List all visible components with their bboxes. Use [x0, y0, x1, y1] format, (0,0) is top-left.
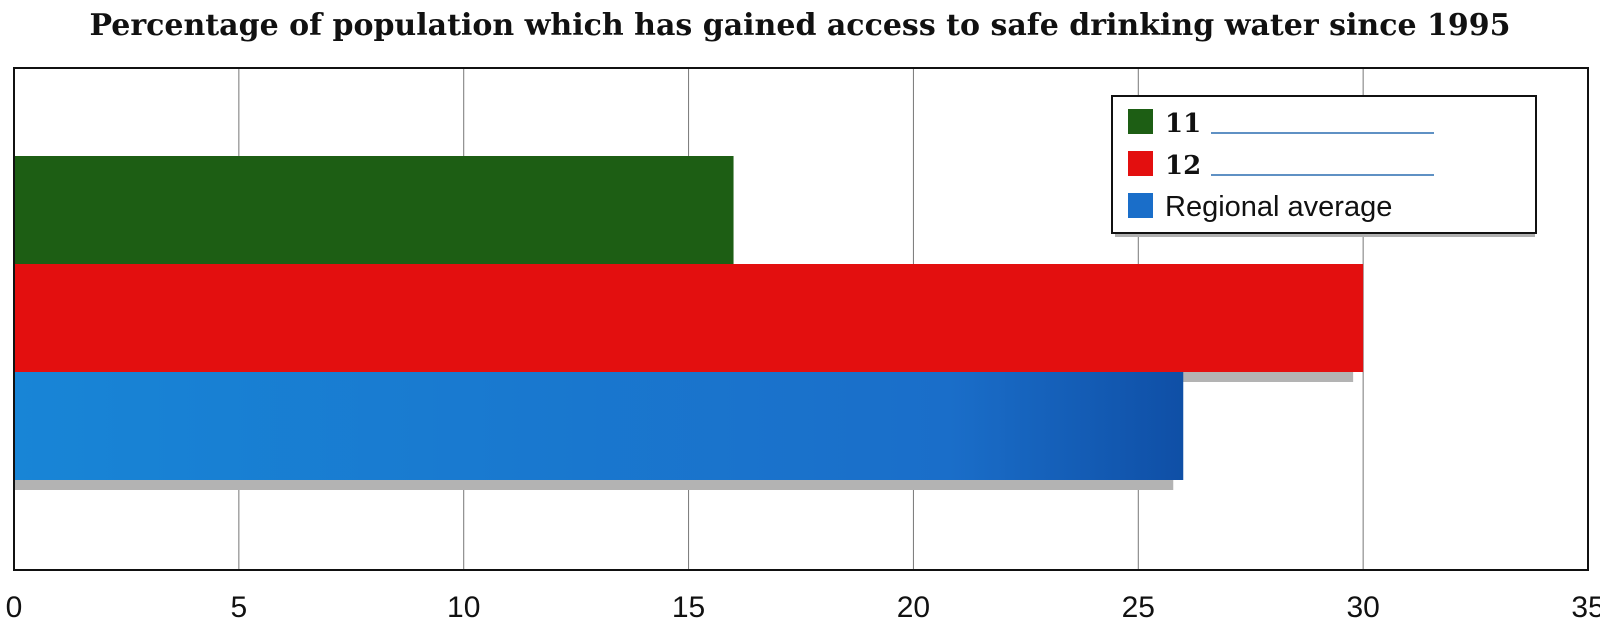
chart-title: Percentage of population which has gaine… — [89, 8, 1511, 43]
legend-label: 11 — [1165, 109, 1201, 139]
bar-regional-average — [14, 372, 1184, 480]
legend-swatch — [1128, 151, 1153, 176]
legend-label: 12 — [1165, 151, 1201, 181]
bars — [14, 156, 1364, 490]
legend: 11 12 Regional average — [1111, 95, 1537, 237]
bar-12 — [14, 264, 1364, 372]
x-tick-label: 5 — [231, 591, 248, 624]
plot-frame — [13, 67, 1589, 571]
x-tick-label: 10 — [447, 591, 480, 624]
x-tick-label: 30 — [1346, 591, 1379, 624]
bar-11 — [14, 156, 734, 264]
x-tick-label: 20 — [897, 591, 930, 624]
x-tick-label: 35 — [1571, 591, 1600, 624]
legend-swatch — [1128, 193, 1153, 218]
x-tick-label: 25 — [1122, 591, 1155, 624]
legend-label: Regional average — [1165, 191, 1392, 223]
legend-swatch — [1128, 109, 1153, 134]
x-tick-label: 0 — [6, 591, 23, 624]
x-tick-labels: 0 5 10 15 20 25 30 35 — [6, 591, 1600, 624]
x-tick-label: 15 — [672, 591, 705, 624]
